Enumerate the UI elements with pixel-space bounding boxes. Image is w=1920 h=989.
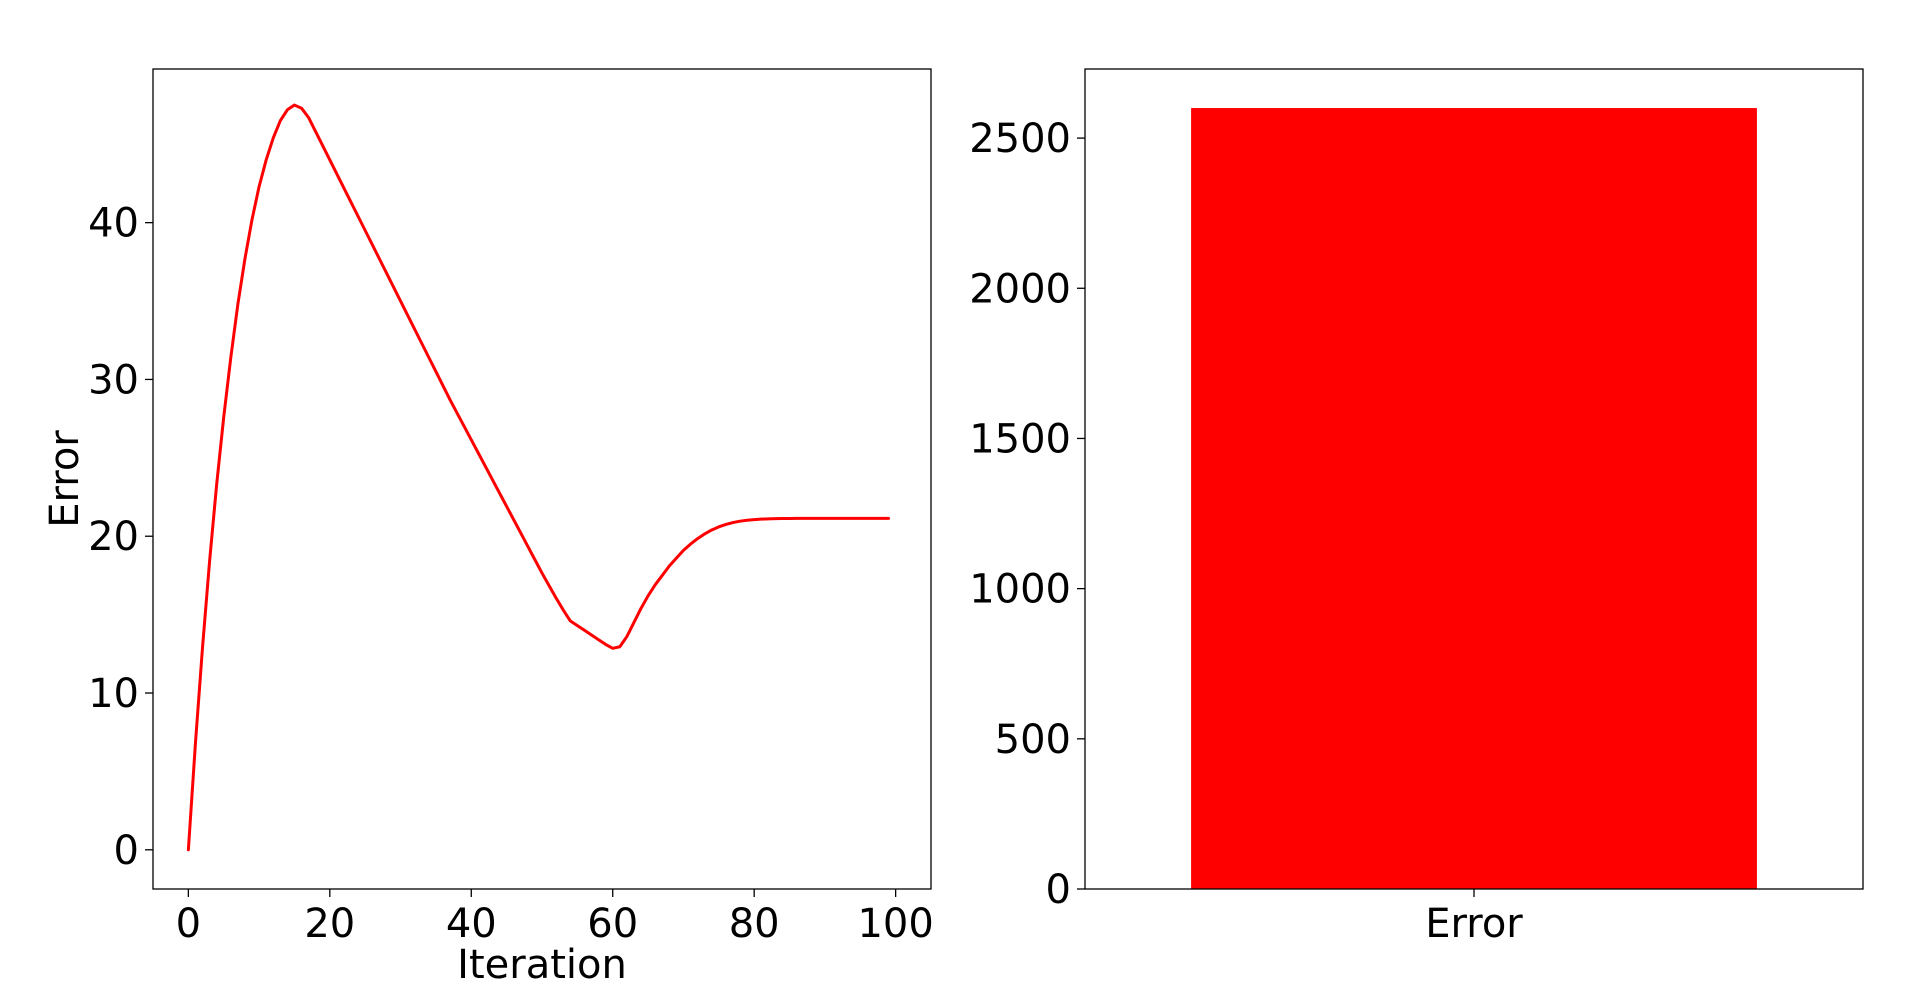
bar-y-tick-label: 2000 (969, 266, 1071, 312)
line-chart-panel: 0 20 40 60 80 100 0 10 20 30 40 Iteration Error (42, 68, 934, 988)
line-x-axis-label: Iteration (457, 942, 627, 988)
line-x-tick-label: 20 (304, 901, 355, 947)
line-y-ticks: 0 10 20 30 40 (88, 201, 153, 874)
line-series-0 (186, 103, 891, 852)
line-y-tick-label: 20 (88, 514, 139, 560)
bar-y-tick-label: 1500 (969, 416, 1071, 462)
bar-y-tick-label: 1000 (969, 567, 1071, 613)
line-y-tick-label: 10 (88, 671, 139, 717)
line-y-tick-label: 40 (88, 201, 139, 247)
bar-0 (1191, 108, 1757, 890)
bar-y-tick-label: 0 (1046, 867, 1071, 913)
line-y-tick-label: 30 (88, 357, 139, 403)
bar-layer (1191, 108, 1757, 890)
bar-x-tick-label: Error (1425, 901, 1523, 947)
line-y-tick-label: 0 (114, 828, 139, 874)
bar-y-tick-label: 2500 (969, 116, 1071, 162)
line-x-tick-label: 40 (446, 901, 497, 947)
bar-x-ticks: Error (1425, 889, 1523, 947)
line-chart-frame (152, 68, 932, 890)
line-x-tick-label: 60 (587, 901, 638, 947)
line-x-tick-label: 0 (176, 901, 201, 947)
bar-y-ticks: 0 500 1000 1500 2000 2500 (969, 116, 1085, 913)
line-x-ticks: 0 20 40 60 80 100 (176, 889, 934, 947)
line-series-layer (186, 103, 891, 852)
line-y-axis-label: Error (42, 430, 88, 528)
bar-y-tick-label: 500 (995, 717, 1071, 763)
bar-chart-panel: Error 0 500 1000 1500 2000 2500 (969, 68, 1864, 947)
line-x-tick-label: 80 (729, 901, 780, 947)
line-x-tick-label: 100 (857, 901, 933, 947)
